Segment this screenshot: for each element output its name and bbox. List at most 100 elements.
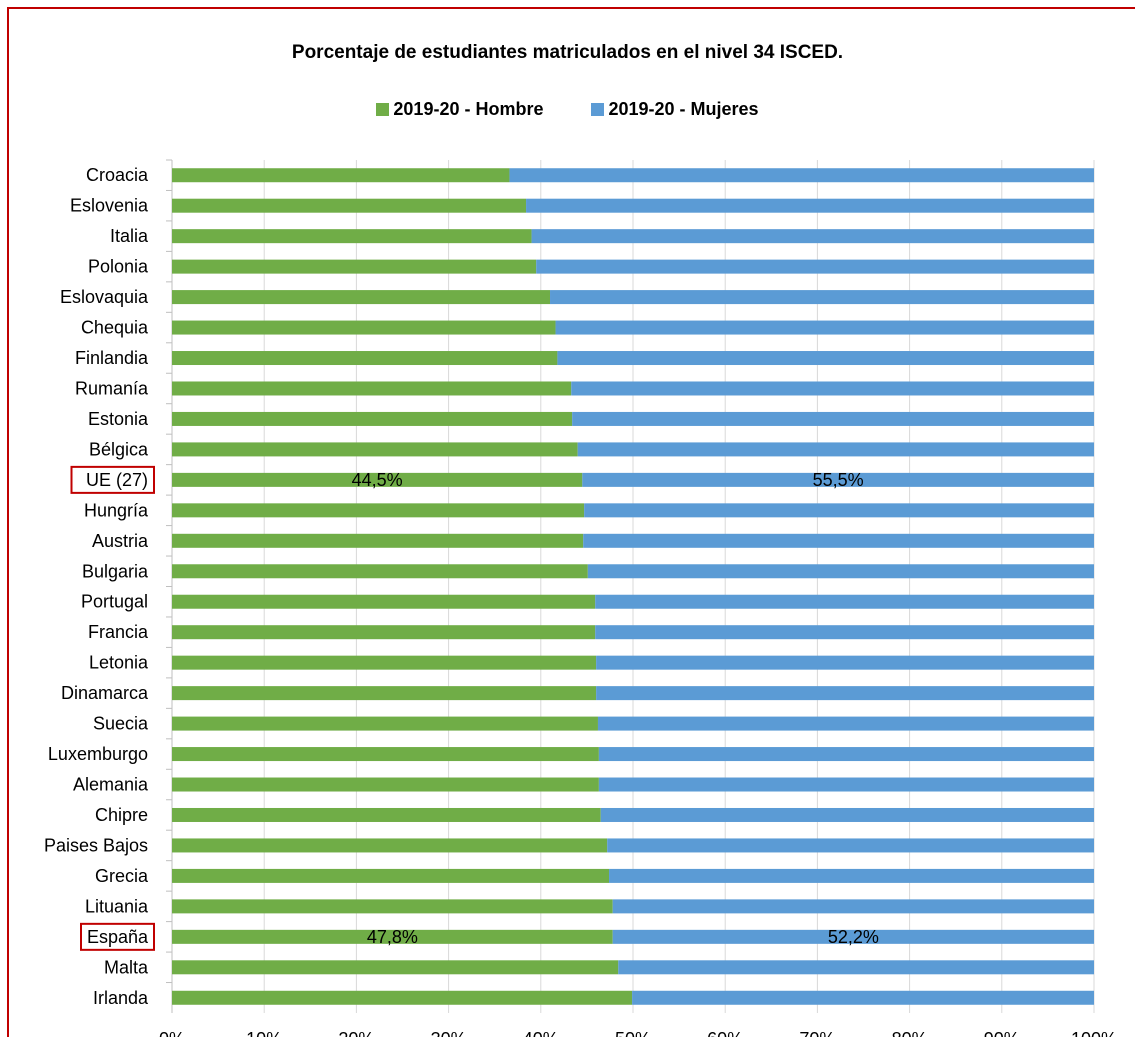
category-label: Luxemburgo [48,744,148,764]
category-label: Malta [104,957,149,977]
bar-hombre [172,168,510,183]
bar-mujeres [598,747,1094,762]
category-label: Rumanía [75,378,149,398]
bar-hombre [172,625,596,640]
bar-hombre [172,533,584,548]
highlight-box [70,465,155,494]
x-tick-label: 30% [431,1029,467,1037]
category-label: Lituania [85,896,149,916]
category-label: Chipre [95,805,148,825]
legend-swatch-mujeres [591,103,605,116]
frame-top-border [7,7,1135,9]
x-tick-label: 100% [1071,1029,1117,1037]
bar-hombre [172,929,613,944]
bar-hombre [172,411,573,426]
x-tick-label: 90% [984,1029,1020,1037]
category-label: Bulgaria [82,561,149,581]
bar-mujeres [632,990,1094,1005]
bar-hombre [172,777,599,792]
legend-item-mujeres: 2019-20 - Mujeres [591,99,759,120]
frame-left-border [7,7,9,1037]
bar-hombre [172,229,532,244]
bar-hombre [172,259,537,274]
x-tick-label: 80% [892,1029,928,1037]
category-label: Chequia [81,318,149,338]
category-label: Francia [88,622,149,642]
category-label: Letonia [89,653,149,673]
legend-label-hombre: 2019-20 - Hombre [393,99,544,119]
bar-mujeres [609,868,1094,883]
bar-mujeres [531,229,1094,244]
data-label-hombre: 47,8% [367,927,418,947]
bar-hombre [172,960,619,975]
x-tick-label: 10% [246,1029,282,1037]
data-label-mujeres: 52,2% [828,927,879,947]
category-label: Eslovenia [70,196,149,216]
category-label: Dinamarca [61,683,149,703]
chart-legend: 2019-20 - Hombre 2019-20 - Mujeres [0,99,1135,120]
category-label: UE (27) [86,470,148,490]
category-label: Irlanda [93,988,149,1008]
category-label: Suecia [93,714,149,734]
bar-hombre [172,990,633,1005]
x-tick-label: 50% [615,1029,651,1037]
bar-mujeres [612,929,1094,944]
bar-mujeres [584,503,1094,518]
bar-mujeres [550,290,1094,305]
bar-mujeres [587,564,1094,579]
bar-mujeres [595,625,1094,640]
bar-mujeres [607,838,1094,853]
category-label: Portugal [81,592,148,612]
bar-hombre [172,198,527,213]
category-label: Alemania [73,775,149,795]
legend-swatch-hombre [376,103,390,116]
bar-mujeres [509,168,1094,183]
bar-hombre [172,594,596,609]
bar-hombre [172,290,551,305]
bar-hombre [172,655,597,670]
category-label: Polonia [88,257,149,277]
bar-mujeres [577,442,1094,457]
bar-mujeres [596,686,1094,701]
category-label: Austria [92,531,149,551]
legend-label-mujeres: 2019-20 - Mujeres [608,99,759,119]
bar-hombre [172,899,613,914]
x-tick-label: 20% [338,1029,374,1037]
category-label: Finlandia [75,348,149,368]
x-tick-label: 60% [707,1029,743,1037]
bar-mujeres [555,320,1094,335]
x-tick-label: 70% [799,1029,835,1037]
bar-hombre [172,442,578,457]
bar-mujeres [582,472,1094,487]
bar-mujeres [583,533,1094,548]
data-label-mujeres: 55,5% [813,470,864,490]
category-label: Hungría [84,500,149,520]
bar-hombre [172,716,598,731]
bar-hombre [172,838,608,853]
category-label: Paises Bajos [44,835,148,855]
bar-hombre [172,472,583,487]
category-label: Eslovaquia [60,287,149,307]
bar-mujeres [596,655,1094,670]
bar-hombre [172,381,572,396]
bar-hombre [172,351,558,366]
bar-hombre [172,503,585,518]
x-tick-label: 0% [159,1029,185,1037]
bar-mujeres [618,960,1094,975]
bar-hombre [172,320,556,335]
category-label: España [87,927,149,947]
bar-mujeres [572,411,1094,426]
bar-hombre [172,686,597,701]
bar-mujeres [600,807,1094,822]
x-tick-label: 40% [523,1029,559,1037]
bar-mujeres [571,381,1094,396]
bar-hombre [172,747,599,762]
bar-mujeres [597,716,1094,731]
highlight-box [80,922,155,951]
category-label: Estonia [88,409,149,429]
bar-hombre [172,807,601,822]
data-label-hombre: 44,5% [352,470,403,490]
bar-mujeres [536,259,1094,274]
category-label: Croacia [86,165,149,185]
bar-mujeres [612,899,1094,914]
